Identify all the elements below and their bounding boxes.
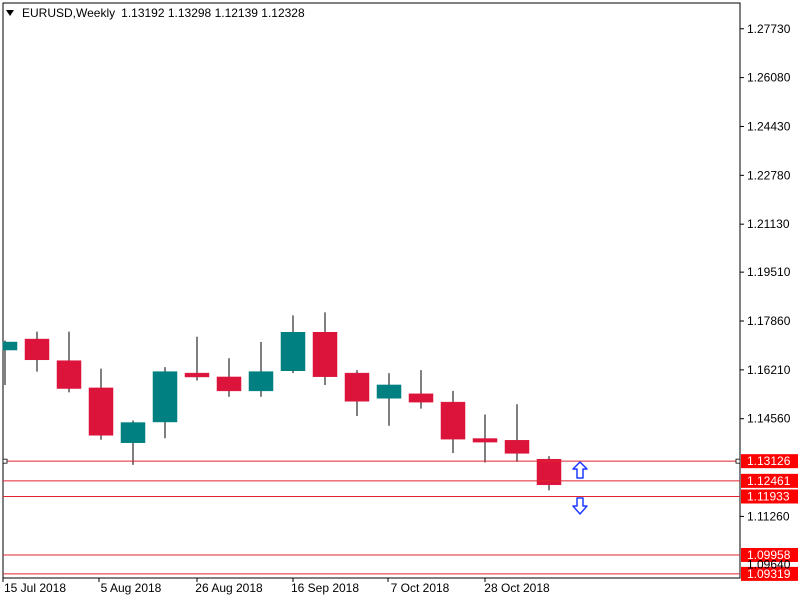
time-tick-label: 28 Oct 2018 [484, 581, 550, 595]
arrows-layer [572, 461, 588, 515]
candle-body [408, 393, 434, 403]
price-tick-label: 1.14560 [747, 412, 791, 426]
candle-body [56, 360, 82, 389]
level-price-badge [741, 454, 798, 469]
level-price-badge [741, 566, 798, 581]
candle-body [152, 371, 178, 423]
price-tick-label: 1.17860 [747, 314, 791, 328]
candle-body [216, 376, 242, 392]
candle-body [440, 401, 466, 440]
level-price-label: 1.11933 [747, 489, 790, 503]
time-tick-label: 16 Sep 2018 [291, 581, 359, 595]
price-tick-label: 1.26080 [747, 71, 791, 85]
candle-body [312, 331, 338, 377]
candle-body [504, 440, 530, 454]
candle-body [184, 372, 210, 378]
level-price-badge [741, 473, 798, 488]
candle-body [120, 422, 146, 443]
time-tick-label: 5 Aug 2018 [101, 581, 162, 595]
level-price-badge [741, 547, 798, 562]
level-price-label: 1.09319 [747, 567, 791, 581]
candle[interactable] [472, 414, 498, 463]
candle[interactable] [408, 370, 434, 409]
up-arrow-icon[interactable] [572, 461, 588, 479]
candle-body [472, 438, 498, 443]
candle[interactable] [344, 370, 370, 417]
price-tick-label: 1.09640 [747, 557, 791, 571]
price-tick-label: 1.27730 [747, 22, 791, 36]
candle-body [344, 372, 370, 402]
candle[interactable] [312, 312, 338, 385]
level-anchor-left[interactable] [2, 458, 8, 464]
price-tick-label: 1.19510 [747, 265, 791, 279]
chart-symbol-timeframe: EURUSD,Weekly [22, 6, 116, 20]
candle[interactable] [248, 342, 274, 397]
candle-body [2, 341, 18, 351]
level-anchor-right[interactable] [735, 458, 741, 464]
axis-layer: 1.27730 1.26080 1.24430 1.22780 1.21130 1.195… [2, 22, 791, 595]
time-tick-label: 7 Oct 2018 [391, 581, 450, 595]
price-tick-label: 1.22780 [747, 168, 791, 182]
level-price-label: 1.13126 [747, 454, 791, 468]
chart-ohlc-values: 1.13192 1.13298 1.12139 1.12328 [121, 6, 305, 20]
price-tick-label: 1.24430 [747, 119, 791, 133]
plot-area-border [2, 2, 741, 579]
level-price-label: 1.09958 [747, 548, 791, 562]
price-tick-label: 1.16210 [747, 363, 791, 377]
price-tick-label: 1.21130 [747, 217, 790, 231]
candle-body [248, 371, 274, 392]
level-price-label: 1.12461 [747, 474, 791, 488]
down-arrow-icon[interactable] [572, 497, 588, 515]
candle-body [376, 384, 402, 399]
candle-body [280, 331, 306, 371]
candle[interactable] [440, 390, 466, 454]
candle[interactable] [504, 404, 530, 462]
candle[interactable] [88, 368, 114, 440]
price-tick-label: 1.11260 [747, 509, 790, 523]
candle[interactable] [376, 373, 402, 426]
candle[interactable] [184, 336, 210, 381]
candle[interactable] [120, 420, 146, 465]
candle[interactable] [24, 331, 50, 372]
candle-body [24, 338, 50, 361]
time-tick-label: 26 Aug 2018 [195, 581, 263, 595]
candle[interactable] [56, 331, 82, 393]
candle[interactable] [2, 340, 18, 385]
candle-body [88, 387, 114, 436]
chart-title-bar[interactable]: EURUSD,Weekly 1.13192 1.13298 1.12139 1.… [6, 5, 305, 21]
candle[interactable] [152, 367, 178, 439]
level-price-badge [741, 489, 798, 504]
candle[interactable] [216, 358, 242, 397]
candle[interactable] [280, 315, 306, 374]
chart-menu-dropdown-icon[interactable] [6, 10, 14, 16]
time-tick-label: 15 Jul 2018 [4, 581, 66, 595]
candles-layer [2, 312, 562, 491]
